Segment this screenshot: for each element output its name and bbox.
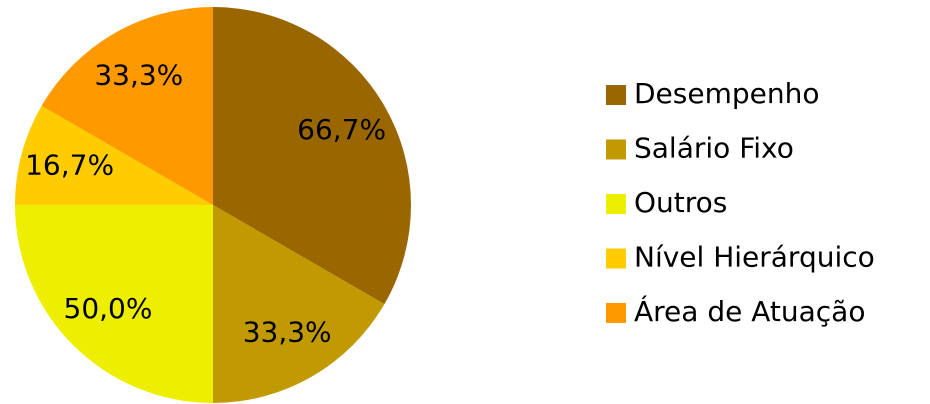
pie-slice [15, 205, 213, 403]
data-label: 33,3% [243, 316, 332, 349]
legend-label: Outros [634, 186, 727, 219]
legend-swatch [606, 248, 626, 269]
legend-label: Salário Fixo [634, 132, 794, 165]
data-label: 66,7% [297, 113, 386, 146]
legend-label: Área de Atuação [634, 294, 865, 328]
pie-slice [213, 7, 411, 305]
pie-slice [213, 205, 385, 403]
legend-label: Desempenho [634, 77, 820, 110]
legend-swatch [606, 194, 626, 214]
data-label: 16,7% [25, 148, 114, 181]
data-label: 50,0% [64, 292, 153, 325]
legend-swatch [606, 303, 626, 323]
pie-slice [41, 7, 213, 205]
legend-label: Nível Hierárquico [634, 241, 875, 274]
pie-slice [15, 105, 213, 205]
legend-swatch [606, 139, 626, 160]
data-label: 33,3% [94, 58, 183, 91]
legend-swatch [606, 85, 626, 105]
